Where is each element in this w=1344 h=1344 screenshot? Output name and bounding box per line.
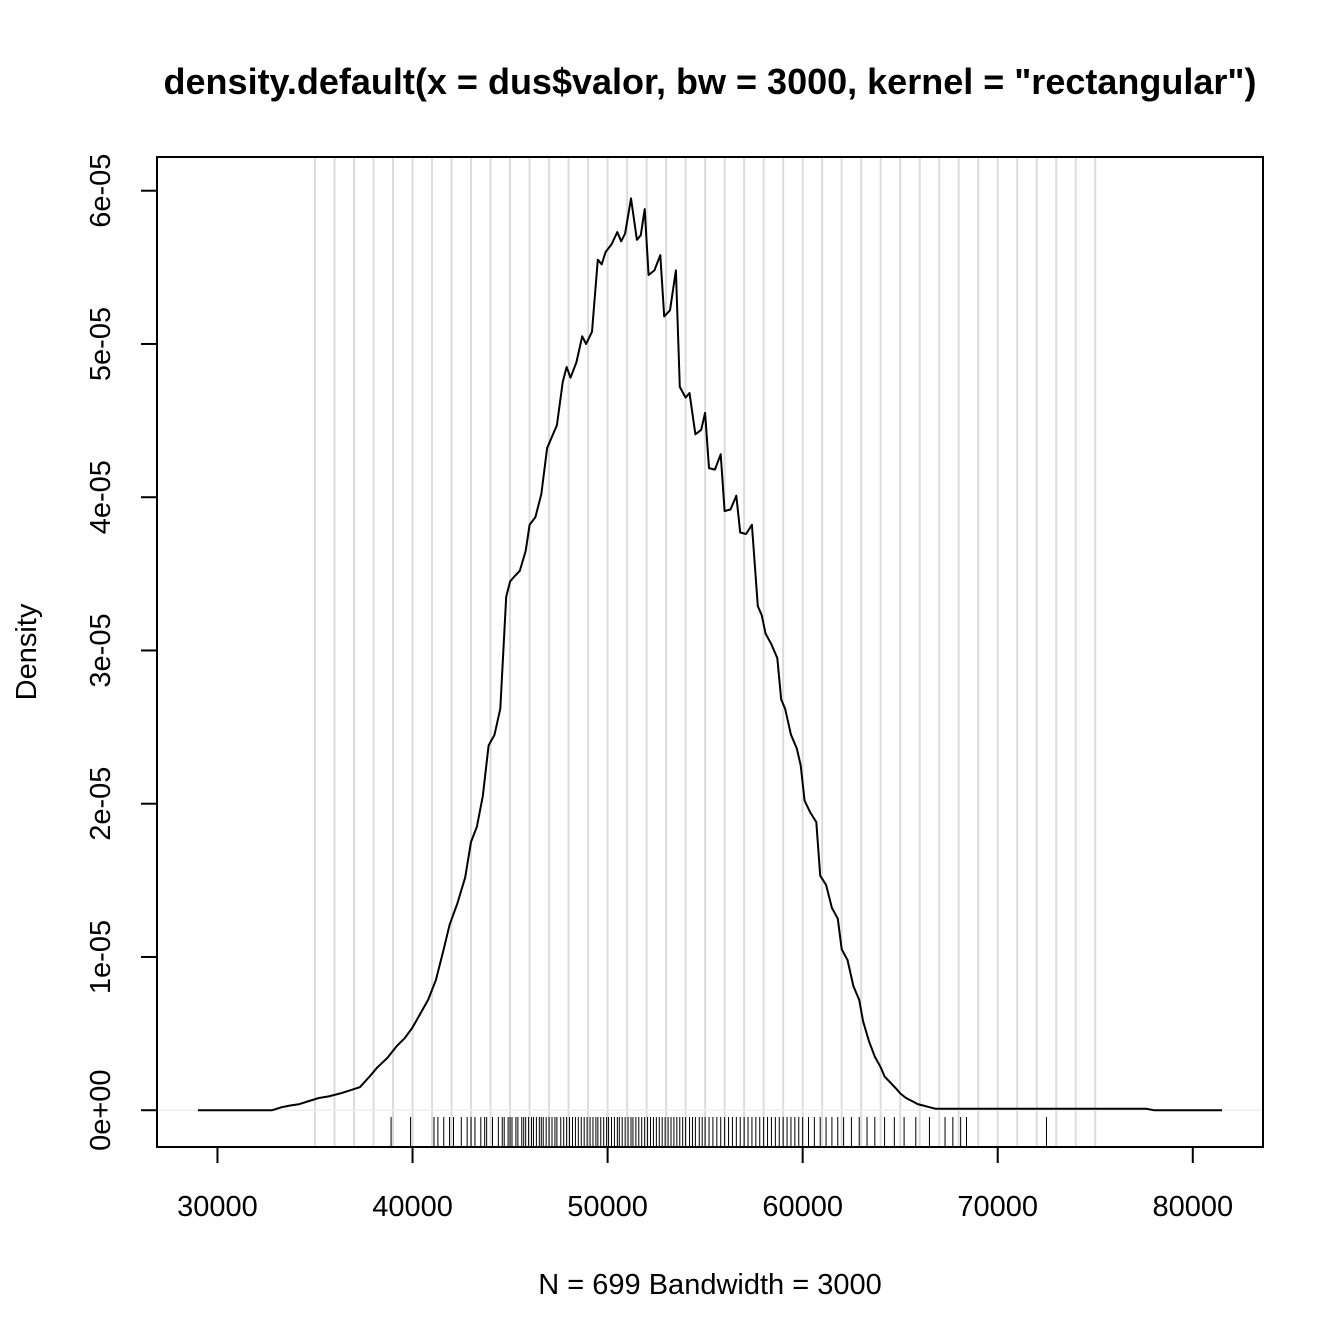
density-series [198,197,1222,1112]
y-tick-label: 5e-05 [85,307,117,381]
chart-title: density.default(x = dus$valor, bw = 3000… [164,61,1257,102]
y-tick-label: 1e-05 [85,920,117,994]
density-line [198,197,1222,1112]
vertical-grid [157,157,1263,1147]
y-tick-label: 0e+00 [85,1069,117,1150]
x-tick-label: 60000 [762,1191,843,1223]
x-tick-label: 30000 [177,1191,258,1223]
y-tick-label: 2e-05 [85,767,117,841]
x-tick-label: 80000 [1152,1191,1233,1223]
x-tick-label: 40000 [372,1191,453,1223]
y-axis-label: Density [11,603,43,700]
y-axis: 0e+00 1e-05 2e-05 3e-05 4e-05 5e-05 6e-05 [85,154,158,1151]
y-tick-label: 3e-05 [85,613,117,687]
x-tick-label: 50000 [567,1191,648,1223]
y-tick-label: 4e-05 [85,460,117,534]
y-tick-label: 6e-05 [85,154,117,228]
x-axis-label: N = 699 Bandwidth = 3000 [538,1269,881,1301]
rug-marks [390,1117,1047,1147]
x-tick-label: 70000 [957,1191,1038,1223]
x-axis: 30000 40000 50000 60000 70000 80000 [177,1146,1233,1223]
plot-frame [156,156,1264,1148]
